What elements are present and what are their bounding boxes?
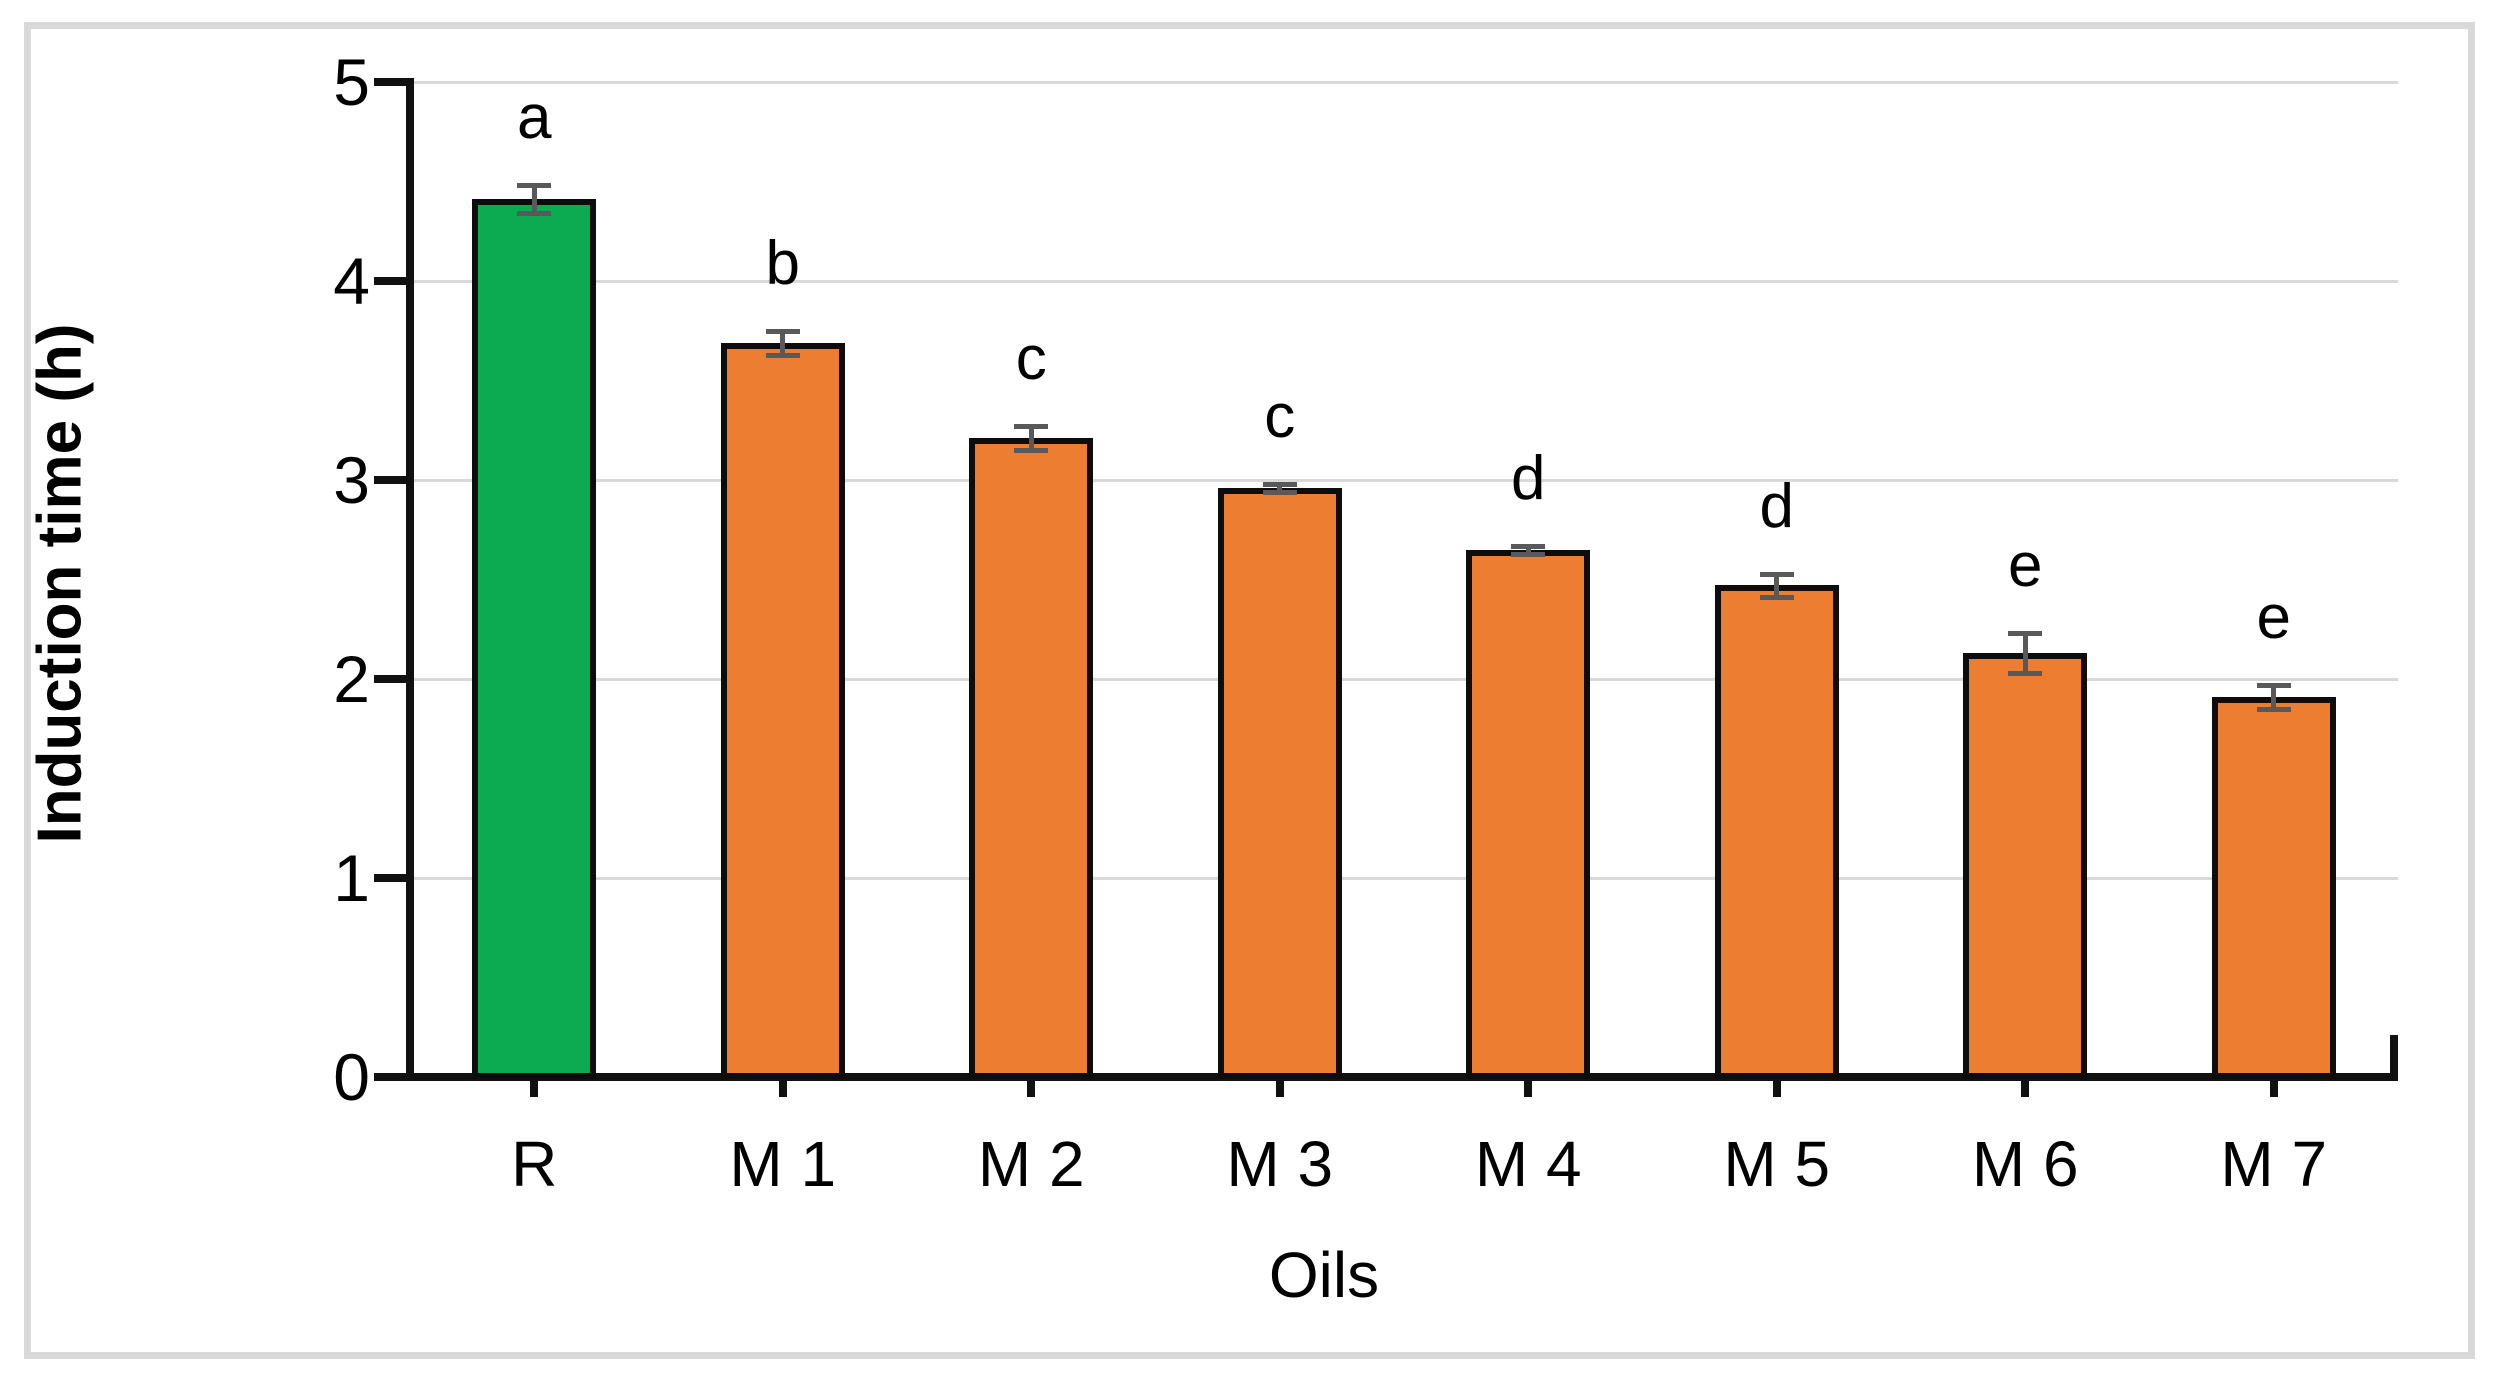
error-bar-line-M4 [1525,545,1531,554]
x-tick-label-M7: M 7 [2220,1128,2328,1200]
sig-letter-M1: b [765,228,800,298]
error-bar-cap-top-M7 [2256,682,2291,688]
bar-M2 [969,438,1094,1079]
error-bar-line-M1 [780,330,786,355]
gridline-2 [410,678,2398,681]
error-bar-cap-bottom-M3 [1262,489,1297,495]
error-bar-cap-bottom-M7 [2256,706,2291,712]
x-tick-label-M6: M 6 [1971,1128,2079,1200]
sig-letter-M6: e [2008,531,2043,601]
x-axis-tick-M4 [1524,1081,1533,1097]
y-tick-label-2: 2 [333,642,370,716]
y-tick-label-5: 5 [333,45,370,119]
x-axis-tick-M1 [778,1081,787,1097]
gridline-5 [410,81,2398,84]
error-bar-cap-bottom-M5 [1759,595,1794,601]
bar-M5 [1714,585,1839,1079]
y-axis-tick-3 [374,476,410,484]
sig-letter-R: a [517,83,552,153]
x-axis-tick-M7 [2269,1081,2278,1097]
y-axis-tick-4 [374,277,410,285]
y-axis-tick-2 [374,675,410,683]
error-bar-line-M6 [2022,633,2028,674]
x-tick-label-M5: M 5 [1723,1128,1831,1200]
y-tick-label-4: 4 [333,244,370,318]
sig-letter-M3: c [1264,381,1296,451]
y-axis-tick-1 [374,874,410,882]
bar-M6 [1963,653,2088,1079]
error-bar-line-M5 [1774,573,1780,598]
x-tick-label-M3: M 3 [1226,1128,1334,1200]
bar-M3 [1217,487,1342,1079]
error-bar-line-M3 [1277,483,1283,492]
y-tick-label-1: 1 [333,841,370,915]
error-bar-cap-bottom-M1 [765,352,800,358]
x-axis-tick-M2 [1027,1081,1036,1097]
x-tick-label-M1: M 1 [729,1128,837,1200]
y-axis-title: Induction time (h) [25,323,95,844]
error-bar-cap-bottom-M6 [2008,671,2043,677]
x-axis-tick-M3 [1275,1081,1284,1097]
sig-letter-M5: d [1759,471,1794,541]
error-bar-line-R [531,185,537,214]
y-tick-label-0: 0 [333,1040,370,1114]
bar-M1 [720,342,845,1079]
y-axis-tick-5 [374,78,410,86]
gridline-3 [410,479,2398,482]
error-bar-cap-top-R [517,183,552,189]
gridline-4 [410,280,2398,283]
x-tick-label-R: R [511,1128,558,1200]
y-tick-label-3: 3 [333,443,370,517]
error-bar-cap-top-M6 [2008,631,2043,637]
sig-letter-M2: c [1015,324,1047,394]
error-bar-cap-bottom-M2 [1014,448,1049,454]
error-bar-cap-top-M1 [765,328,800,334]
error-bar-cap-bottom-R [517,211,552,217]
sig-letter-M4: d [1511,443,1546,513]
x-axis-title: Oils [1268,1239,1380,1311]
error-bar-cap-top-M4 [1511,543,1546,549]
gridline-1 [410,877,2398,880]
x-axis-end-tick [2390,1035,2398,1077]
y-axis-line [406,78,414,1081]
x-axis-tick-M6 [2021,1081,2030,1097]
x-tick-label-M2: M 2 [977,1128,1085,1200]
bar-M7 [2211,696,2336,1079]
x-axis-line [374,1073,2398,1081]
x-tick-label-M4: M 4 [1474,1128,1582,1200]
bar-M4 [1466,549,1591,1079]
bar-R [472,199,597,1079]
error-bar-cap-top-M3 [1262,481,1297,487]
x-axis-tick-M5 [1772,1081,1781,1097]
error-bar-line-M2 [1028,426,1034,451]
error-bar-cap-top-M2 [1014,424,1049,430]
error-bar-cap-bottom-M4 [1511,551,1546,557]
x-axis-tick-R [530,1081,539,1097]
error-bar-cap-top-M5 [1759,571,1794,577]
sig-letter-M7: e [2256,582,2291,652]
error-bar-line-M7 [2271,684,2277,709]
